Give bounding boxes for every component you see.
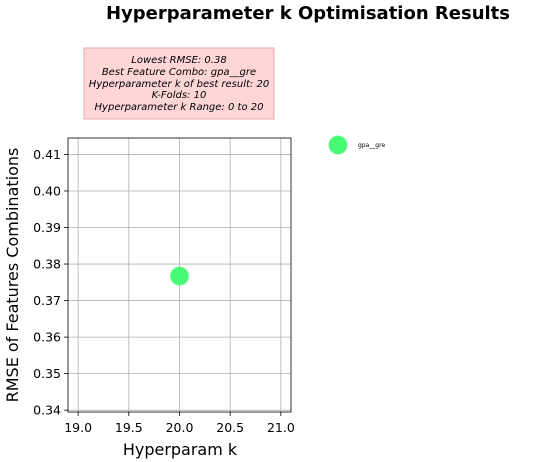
y-tick-label: 0.40 [33, 183, 61, 198]
annotation-box: Lowest RMSE: 0.38 Best Feature Combo: gp… [83, 47, 275, 120]
x-tick-label: 20.5 [216, 420, 244, 435]
grid [68, 138, 291, 412]
y-tick-label: 0.37 [33, 293, 61, 308]
x-axis-label: Hyperparam k [123, 440, 238, 459]
legend-marker [328, 135, 348, 155]
x-tick-label: 19.5 [115, 420, 143, 435]
legend-label: gpa__gre [358, 142, 385, 149]
annotation-line-k-folds: K-Folds: 10 [152, 90, 207, 101]
annotation-line-best-k: Hyperparameter k of best result: 20 [89, 79, 269, 90]
axis-ticks: 19.0 19.5 20.0 20.5 21.0 0.34 0.35 0.36 0.37 0.38… [33, 147, 295, 435]
chart-title: Hyperparameter k Optimisation Results [106, 3, 510, 24]
plot-area-frame [67, 137, 292, 413]
legend: gpa__gre [328, 135, 385, 155]
x-tick-label: 19.0 [64, 420, 92, 435]
x-tick-label: 20.0 [166, 420, 194, 435]
annotation-background [83, 47, 275, 120]
annotation-line-k-range: Hyperparameter k Range: 0 to 20 [95, 102, 264, 113]
y-tick-label: 0.35 [33, 366, 61, 381]
data-points [169, 266, 190, 286]
annotation-line-lowest-rmse: Lowest RMSE: 0.38 [131, 55, 226, 66]
y-tick-label: 0.39 [33, 220, 61, 235]
y-tick-label: 0.36 [33, 330, 61, 345]
y-tick-label: 0.38 [33, 257, 61, 272]
y-axis-label: RMSE of Features Combinations [3, 148, 22, 403]
y-tick-label: 0.41 [33, 147, 61, 162]
y-tick-label: 0.34 [33, 403, 61, 418]
annotation-line-best-combo: Best Feature Combo: gpa__gre [102, 67, 256, 78]
scatter-point [169, 266, 190, 286]
x-tick-label: 21.0 [267, 420, 295, 435]
